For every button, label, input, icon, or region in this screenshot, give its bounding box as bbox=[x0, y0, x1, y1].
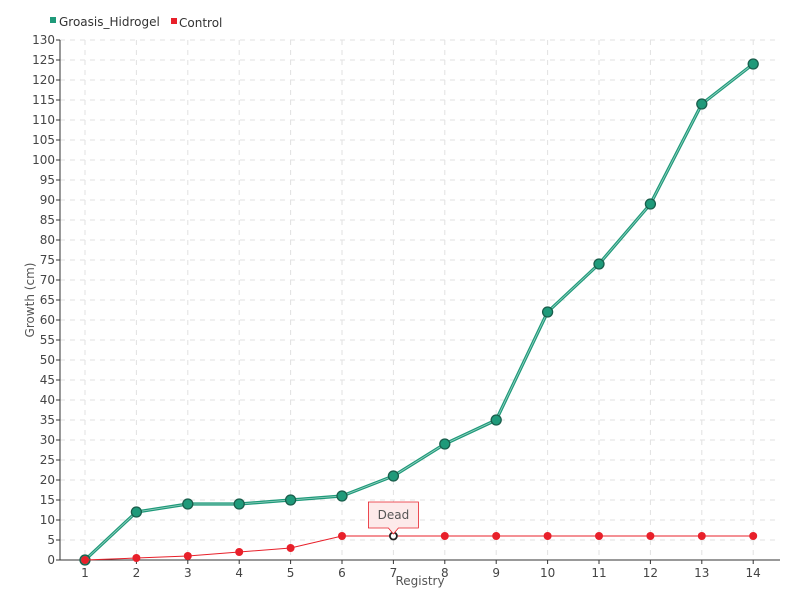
series-line-highlight bbox=[84, 63, 754, 561]
data-point[interactable] bbox=[646, 532, 655, 540]
x-tick-label: 9 bbox=[492, 566, 500, 580]
y-tick-label: 20 bbox=[40, 473, 55, 487]
x-tick-label: 12 bbox=[643, 566, 658, 580]
y-tick-label: 30 bbox=[40, 433, 55, 447]
data-point[interactable] bbox=[492, 532, 501, 540]
y-tick-label: 25 bbox=[40, 453, 55, 467]
y-tick-label: 80 bbox=[40, 233, 55, 247]
y-tick-label: 100 bbox=[32, 153, 55, 167]
data-point[interactable] bbox=[440, 532, 449, 540]
data-point[interactable] bbox=[235, 548, 244, 556]
data-point[interactable] bbox=[387, 470, 400, 482]
y-tick-label: 35 bbox=[40, 413, 55, 427]
y-tick-label: 125 bbox=[32, 53, 55, 67]
y-tick-label: 45 bbox=[40, 373, 55, 387]
data-point[interactable] bbox=[439, 438, 451, 450]
y-tick-label: 130 bbox=[32, 33, 55, 47]
data-point[interactable] bbox=[81, 556, 89, 564]
legend: Groasis_Hidrogel Control bbox=[50, 15, 222, 30]
y-tick-label: 105 bbox=[32, 133, 55, 147]
data-point[interactable] bbox=[749, 532, 758, 540]
y-tick-label: 60 bbox=[40, 313, 55, 327]
grid-lines bbox=[60, 39, 780, 560]
x-tick-label: 6 bbox=[338, 566, 346, 580]
x-tick-label: 13 bbox=[694, 566, 709, 580]
series-control bbox=[81, 531, 758, 564]
y-tick-label: 0 bbox=[47, 553, 55, 567]
x-tick-label: 4 bbox=[235, 566, 243, 580]
annotation-callout bbox=[368, 501, 419, 535]
annotation-dead: Dead bbox=[368, 501, 419, 535]
data-point[interactable] bbox=[696, 98, 708, 110]
data-point[interactable] bbox=[183, 552, 192, 560]
data-point[interactable] bbox=[543, 532, 552, 540]
x-tick-label: 5 bbox=[287, 566, 295, 580]
y-tick-label: 120 bbox=[32, 73, 55, 87]
y-tick-label: 115 bbox=[32, 93, 55, 107]
y-tick-label: 75 bbox=[40, 253, 55, 267]
y-axis-title: Growth (cm) bbox=[23, 263, 37, 338]
series bbox=[79, 58, 759, 566]
annotation-label: Dead bbox=[378, 508, 410, 522]
data-point[interactable] bbox=[593, 258, 605, 270]
legend-label-groasis[interactable]: Groasis_Hidrogel bbox=[59, 15, 160, 29]
y-tick-label: 40 bbox=[40, 393, 55, 407]
data-point[interactable] bbox=[336, 490, 348, 502]
data-point[interactable] bbox=[182, 498, 194, 510]
data-point[interactable] bbox=[595, 532, 603, 540]
data-point[interactable] bbox=[747, 58, 759, 70]
data-point[interactable] bbox=[233, 498, 245, 510]
x-tick-label: 8 bbox=[441, 566, 449, 580]
y-tick-label: 5 bbox=[47, 533, 55, 547]
data-point[interactable] bbox=[286, 544, 295, 552]
data-point[interactable] bbox=[644, 198, 657, 210]
data-point[interactable] bbox=[284, 494, 297, 506]
x-tick-label: 10 bbox=[540, 566, 555, 580]
legend-swatch-control[interactable] bbox=[171, 18, 177, 24]
data-point[interactable] bbox=[130, 506, 143, 518]
x-tick-label: 7 bbox=[390, 566, 398, 580]
y-tick-label: 55 bbox=[40, 333, 55, 347]
x-tick-label: 11 bbox=[591, 566, 606, 580]
x-axis-title: Registry bbox=[395, 574, 444, 588]
y-tick-labels: 0 5 10 15 20 25 30 35 40 45 50 55 60 65 70 75 80 85 90 95 10… bbox=[32, 33, 55, 567]
series-groasis-hidrogel bbox=[79, 58, 759, 566]
data-point[interactable] bbox=[338, 532, 346, 540]
x-tick-labels: 1 2 3 4 5 6 7 8 9 10 11 12 13 14 bbox=[81, 566, 761, 580]
series-line bbox=[83, 62, 755, 562]
data-point[interactable] bbox=[490, 414, 502, 426]
y-tick-label: 15 bbox=[40, 493, 55, 507]
x-tick-label: 14 bbox=[746, 566, 761, 580]
y-tick-label: 85 bbox=[40, 213, 55, 227]
x-tick-label: 3 bbox=[184, 566, 192, 580]
x-tick-label: 1 bbox=[81, 566, 89, 580]
axes bbox=[56, 39, 780, 564]
legend-label-control[interactable]: Control bbox=[179, 16, 222, 30]
y-tick-label: 50 bbox=[40, 353, 55, 367]
y-tick-label: 10 bbox=[40, 513, 55, 527]
y-tick-label: 65 bbox=[40, 293, 55, 307]
x-tick-label: 2 bbox=[133, 566, 141, 580]
data-point[interactable] bbox=[132, 554, 141, 562]
y-tick-label: 110 bbox=[32, 113, 55, 127]
data-point[interactable] bbox=[541, 306, 554, 318]
y-tick-label: 70 bbox=[40, 273, 55, 287]
y-tick-label: 90 bbox=[40, 193, 55, 207]
data-point[interactable] bbox=[697, 532, 706, 540]
y-tick-label: 95 bbox=[40, 173, 55, 187]
legend-swatch-groasis[interactable] bbox=[50, 17, 56, 23]
series-line bbox=[84, 535, 754, 561]
